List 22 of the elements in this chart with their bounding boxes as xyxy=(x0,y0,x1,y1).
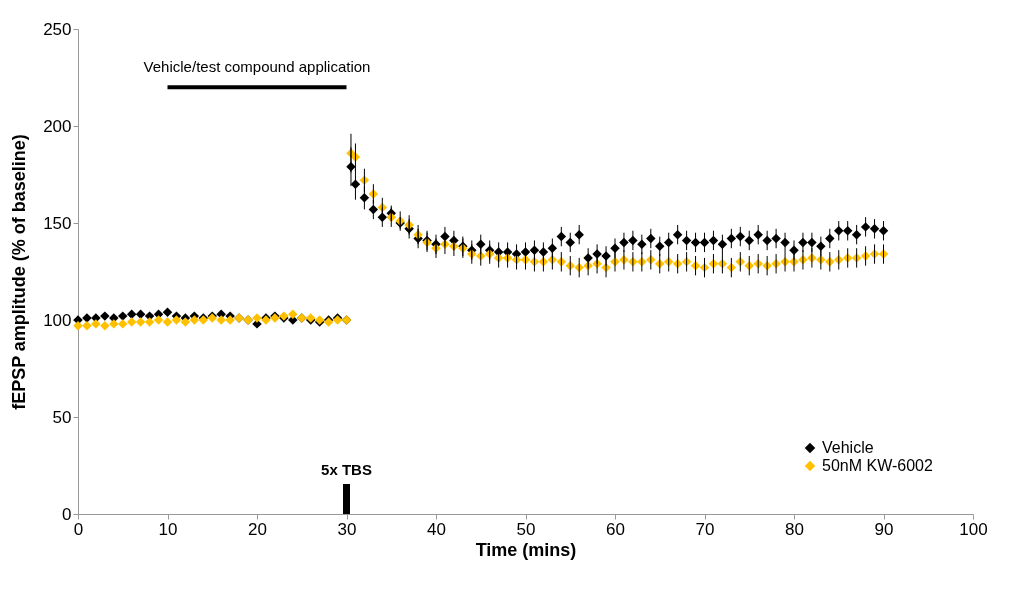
x-tick-label: 10 xyxy=(158,519,178,539)
y-tick-label: 100 xyxy=(43,310,72,330)
x-tick-label: 30 xyxy=(337,519,357,539)
x-tick-label: 40 xyxy=(427,519,446,539)
x-tick-label: 20 xyxy=(248,519,267,539)
x-tick-label: 80 xyxy=(785,519,804,539)
x-tick-label: 100 xyxy=(959,519,988,539)
x-tick-label: 90 xyxy=(874,519,894,539)
x-tick-label: 70 xyxy=(695,519,715,539)
y-axis-title: fEPSP amplitude (% of baseline) xyxy=(9,134,30,410)
x-tick-label: 50 xyxy=(516,519,536,539)
y-tick-label: 250 xyxy=(43,19,72,39)
legend-label: Vehicle xyxy=(822,439,874,456)
legend-label: 50nM KW-6002 xyxy=(822,457,933,474)
y-tick-label: 150 xyxy=(43,213,72,233)
ref-line-label: 5x TBS xyxy=(321,461,372,478)
x-tick-label: 60 xyxy=(606,519,625,539)
x-axis-title: Time (mins) xyxy=(475,539,577,560)
annotation: Vehicle/test compound application xyxy=(143,58,371,76)
y-tick-label: 0 xyxy=(62,504,72,524)
y-tick-label: 50 xyxy=(52,407,72,427)
y-tick-label: 200 xyxy=(43,116,72,136)
